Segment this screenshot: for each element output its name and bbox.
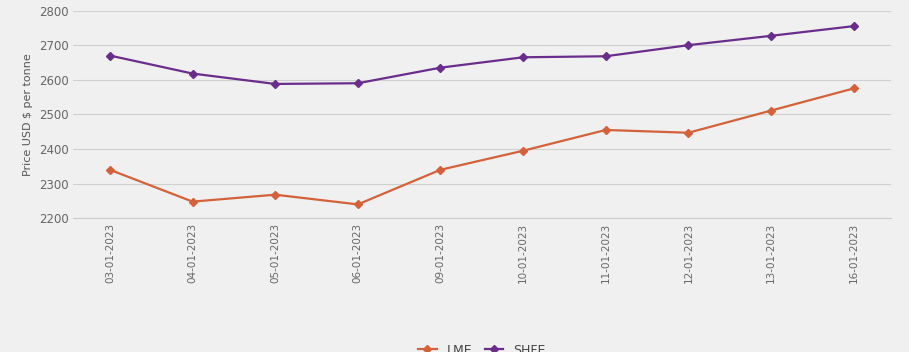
LME	[187, 200, 198, 204]
SHFE	[353, 81, 364, 86]
LME	[105, 168, 115, 172]
SHFE	[683, 43, 694, 47]
Y-axis label: Price USD $ per tonne: Price USD $ per tonne	[24, 53, 34, 176]
LME	[270, 193, 281, 197]
LME	[683, 131, 694, 135]
SHFE	[517, 55, 528, 59]
LME	[353, 202, 364, 207]
Line: LME: LME	[107, 86, 856, 207]
Line: SHFE: SHFE	[107, 23, 856, 87]
SHFE	[187, 71, 198, 76]
SHFE	[765, 34, 776, 38]
SHFE	[105, 54, 115, 58]
SHFE	[435, 65, 446, 70]
SHFE	[600, 54, 611, 58]
SHFE	[848, 24, 859, 28]
LME	[848, 86, 859, 90]
LME	[600, 128, 611, 132]
Legend: LME, SHFE: LME, SHFE	[413, 339, 551, 352]
SHFE	[270, 82, 281, 86]
LME	[517, 149, 528, 153]
LME	[435, 168, 446, 172]
LME	[765, 108, 776, 113]
